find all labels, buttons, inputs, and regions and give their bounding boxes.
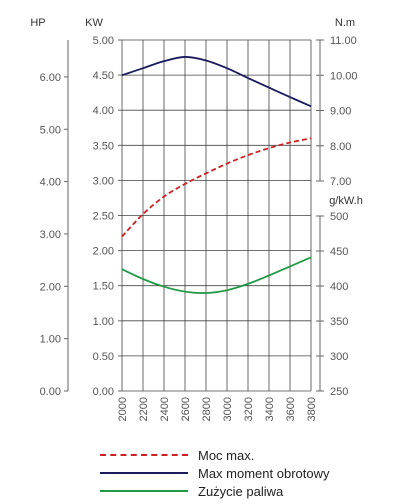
power-series-line — [121, 137, 312, 238]
x-tick-label: 3600 — [285, 397, 297, 421]
fuel-consumption-series-line — [121, 256, 312, 294]
legend-item-torque: Max moment obrotowy — [100, 464, 390, 482]
legend-item-power: Moc max. — [100, 446, 390, 464]
x-tick-label: 2200 — [138, 397, 150, 421]
kw-axis-title: KW — [85, 17, 103, 29]
x-tick-label: 2600 — [180, 397, 192, 421]
kw-tick-label: 0.50 — [93, 351, 114, 363]
nm-tick-label: 9.00 — [330, 106, 351, 118]
hp-tick-label: 5.00 — [40, 124, 61, 136]
nm-tick-label: 11.00 — [330, 35, 357, 47]
x-tick-label: 3200 — [243, 397, 255, 421]
x-tick-label: 3000 — [222, 397, 234, 421]
nm-tick-label: 8.00 — [330, 141, 351, 153]
x-tick-label: 2800 — [201, 397, 213, 421]
kw-tick-label: 3.00 — [93, 175, 114, 187]
hp-tick-label: 1.00 — [40, 334, 61, 346]
axes-group: HP KW N.m g/kW.h 0.00 1.00 2.00 3.00 4.00 5.00 6.0… — [30, 17, 362, 421]
legend-swatch — [100, 472, 188, 474]
kw-tick-label: 2.00 — [93, 246, 114, 258]
x-tick-label: 2000 — [117, 397, 129, 421]
nm-tick-label: 7.00 — [330, 176, 351, 188]
nm-axis-title: N.m — [335, 17, 355, 29]
kw-tick-label: 4.50 — [93, 70, 114, 82]
gkwh-tick-label: 450 — [330, 246, 348, 258]
legend-label: Zużycie paliwa — [198, 483, 284, 499]
hp-tick-label: 6.00 — [40, 72, 61, 84]
x-tick-label: 3800 — [306, 397, 318, 421]
kw-tick-label: 1.50 — [93, 281, 114, 293]
grid — [121, 39, 312, 392]
kw-tick-label: 3.50 — [93, 140, 114, 152]
legend-swatch — [100, 490, 188, 492]
legend: Moc max. Max moment obrotowy Zużycie paliw… — [100, 446, 390, 500]
gkwh-tick-label: 500 — [330, 211, 348, 223]
hp-tick-label: 2.00 — [40, 281, 61, 293]
hp-axis-title: HP — [30, 17, 45, 29]
legend-label: Moc max. — [198, 447, 255, 463]
gkwh-tick-label: 250 — [330, 386, 348, 398]
nm-tick-label: 10.00 — [330, 70, 358, 82]
series-group — [121, 56, 312, 294]
kw-tick-label: 1.00 — [93, 316, 114, 328]
kw-tick-label: 4.00 — [93, 105, 114, 117]
legend-item-fuel: Zużycie paliwa — [100, 482, 390, 500]
x-tick-label: 2400 — [159, 397, 171, 421]
kw-tick-label: 5.00 — [93, 35, 114, 47]
gkwh-axis-title: g/kW.h — [329, 195, 363, 207]
hp-tick-label: 0.00 — [40, 386, 61, 398]
gkwh-tick-label: 300 — [330, 351, 348, 363]
gkwh-tick-label: 400 — [330, 281, 348, 293]
legend-swatch — [100, 454, 188, 456]
legend-label: Max moment obrotowy — [198, 465, 330, 481]
x-tick-label: 3400 — [264, 397, 276, 421]
gkwh-tick-label: 350 — [330, 316, 348, 328]
torque-series-line — [121, 56, 312, 108]
hp-tick-label: 3.00 — [40, 229, 61, 241]
hp-tick-label: 4.00 — [40, 177, 61, 189]
kw-tick-label: 2.50 — [93, 211, 114, 223]
kw-tick-label: 0.00 — [93, 386, 114, 398]
